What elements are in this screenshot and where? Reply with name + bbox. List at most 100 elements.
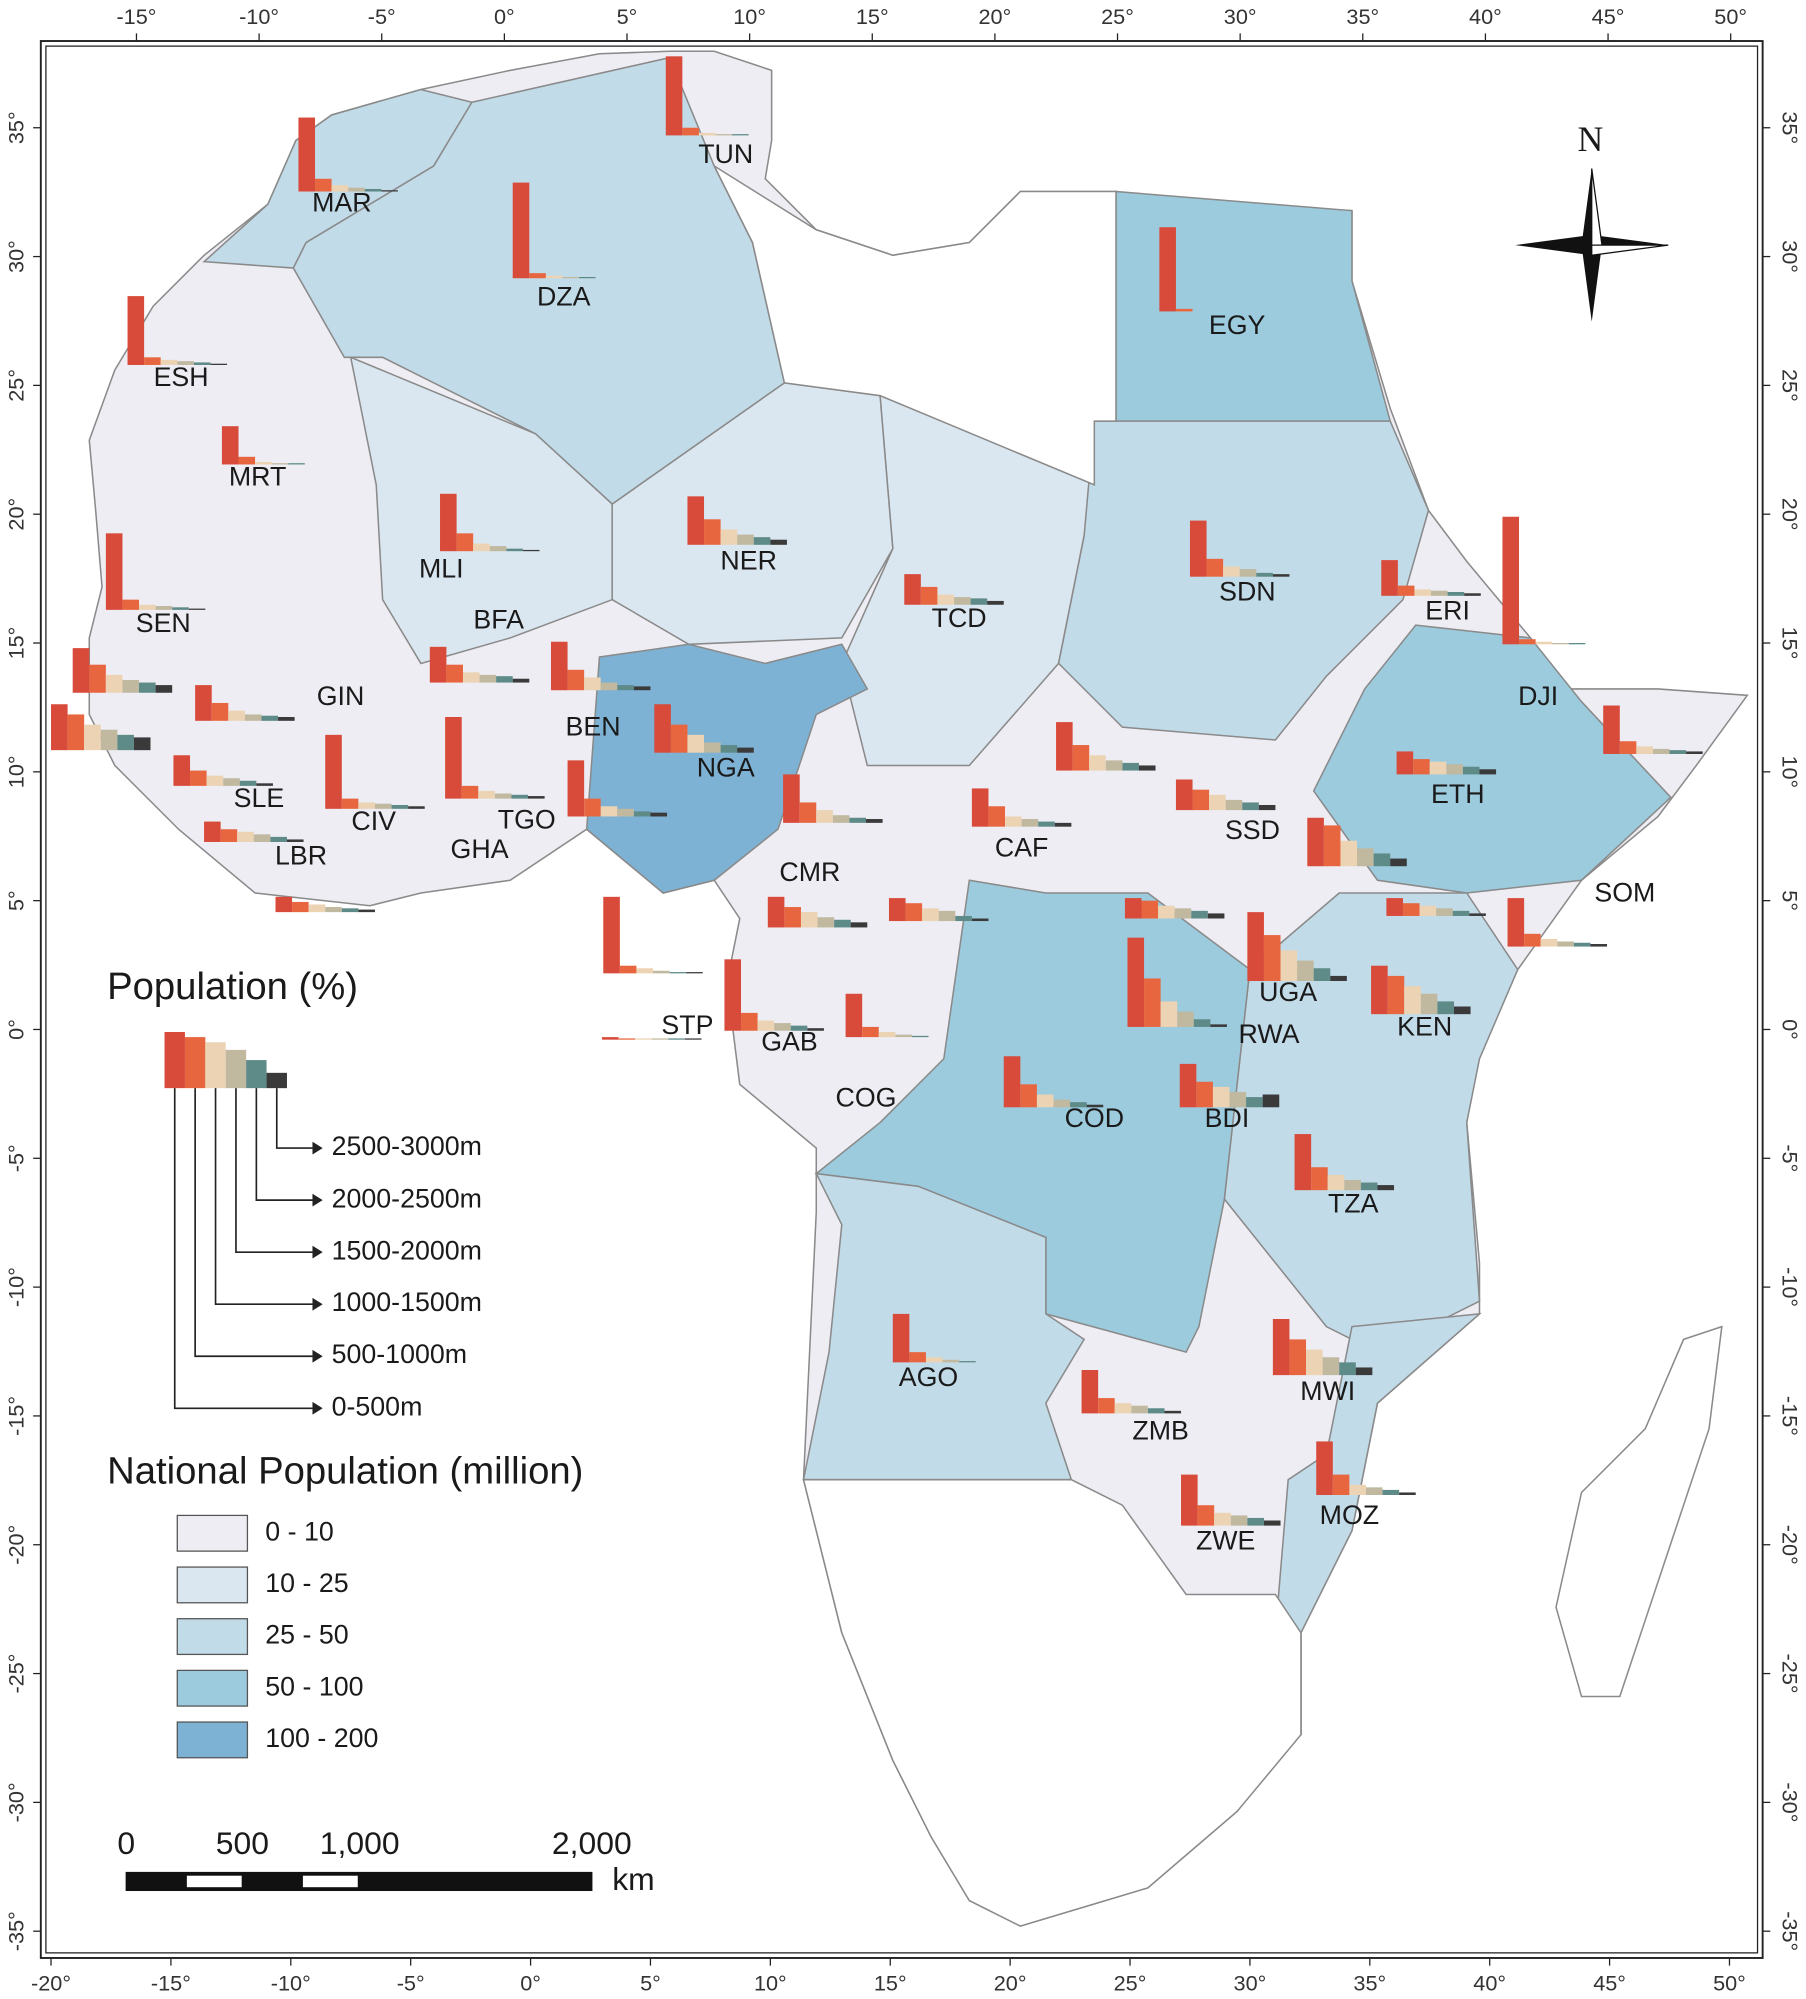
bar [1179, 1063, 1197, 1108]
legend-label: 0-500m [332, 1391, 423, 1421]
legend-leader [275, 1088, 313, 1149]
bar [1437, 1001, 1454, 1015]
legend-swatch [176, 1514, 249, 1552]
bar [261, 715, 279, 721]
bar [1098, 1398, 1115, 1414]
bar [633, 686, 651, 691]
tick-label: -20° [1777, 1525, 1802, 1565]
bar [1114, 1403, 1132, 1414]
bar [925, 1357, 943, 1363]
bar [720, 745, 738, 753]
country-bars [445, 716, 545, 799]
country-label: COD [1065, 1103, 1124, 1133]
bar [770, 539, 787, 545]
tick-label: 20° [4, 498, 29, 531]
bar [1414, 589, 1432, 596]
legend-leader [173, 1088, 313, 1410]
bar [784, 907, 801, 928]
tick-label: 30° [1234, 1970, 1267, 1995]
tick-label: -20° [4, 1525, 29, 1565]
bar [724, 959, 742, 1031]
tick-label: -10° [1777, 1267, 1802, 1307]
bar [1397, 585, 1415, 596]
tick-label: -10° [4, 1267, 29, 1307]
country-label: KEN [1397, 1011, 1452, 1041]
bar [617, 685, 634, 691]
country-label: MWI [1300, 1376, 1355, 1406]
bar [1081, 1370, 1099, 1414]
country-label: SDN [1219, 576, 1276, 606]
bar [653, 970, 670, 974]
country-bars [603, 896, 703, 974]
bar [1387, 975, 1405, 1015]
bar [834, 919, 851, 928]
bar [429, 646, 447, 683]
bar [1373, 853, 1391, 867]
bar [1404, 986, 1421, 1015]
bar [987, 600, 1004, 605]
country-shape [1057, 420, 1430, 741]
bar [1191, 910, 1208, 919]
bar [105, 533, 123, 610]
country-bars [1247, 912, 1347, 982]
bar [1056, 722, 1073, 771]
bar [1590, 944, 1608, 947]
country-shape [1312, 624, 1672, 894]
bar [1294, 1134, 1312, 1191]
bar [210, 363, 228, 365]
tick-label: 25° [4, 369, 29, 402]
country-label: SLE [234, 783, 285, 813]
bar [1164, 1410, 1182, 1414]
bar [238, 456, 256, 465]
bar [832, 815, 850, 823]
bar [1124, 898, 1142, 919]
bar [1206, 558, 1224, 577]
bar [720, 529, 738, 545]
tick-label: -10° [239, 4, 279, 29]
bar [1225, 799, 1243, 811]
country-bars [1307, 817, 1407, 867]
bar [922, 908, 939, 922]
bar [1147, 1408, 1165, 1414]
country-bars [298, 117, 398, 192]
tick-label: 40° [1469, 4, 1502, 29]
bar [920, 586, 938, 605]
bar [1210, 1024, 1227, 1027]
tick-label: 50° [1714, 4, 1747, 29]
bar [1174, 908, 1192, 919]
country-label: DJI [1518, 681, 1558, 711]
tick-label: -10° [271, 1970, 311, 1995]
bar [1382, 1489, 1400, 1496]
country-bars [687, 496, 787, 545]
tick-label: 10° [1777, 755, 1802, 788]
country-bars [1396, 751, 1497, 775]
bar [391, 804, 409, 809]
bar [1258, 804, 1276, 811]
bar [892, 1313, 910, 1363]
country-label: ZMB [1132, 1416, 1189, 1446]
bar [704, 742, 721, 753]
scale-label: 0 [117, 1825, 135, 1861]
bar [602, 1037, 619, 1040]
bar [1242, 802, 1259, 811]
bar [1686, 751, 1703, 754]
country-label: AGO [899, 1362, 959, 1392]
bar [270, 836, 287, 842]
legend-label: 100 - 200 [265, 1723, 378, 1753]
bar [1160, 1001, 1178, 1027]
country-label: SOM [1594, 877, 1655, 907]
bar [292, 901, 309, 913]
bar [275, 896, 293, 913]
bar [1507, 898, 1525, 947]
bar [1323, 825, 1341, 867]
north-label: N [1578, 119, 1604, 159]
legend-arrow [312, 1401, 323, 1415]
bar-charts [51, 56, 1703, 1526]
country-shape [1115, 190, 1392, 422]
bar [800, 912, 818, 928]
bar [698, 132, 716, 136]
country-label: BFA [473, 604, 524, 634]
tick-label: 5° [640, 1970, 661, 1995]
bar [1272, 574, 1290, 577]
tick-label: 20° [979, 4, 1012, 29]
